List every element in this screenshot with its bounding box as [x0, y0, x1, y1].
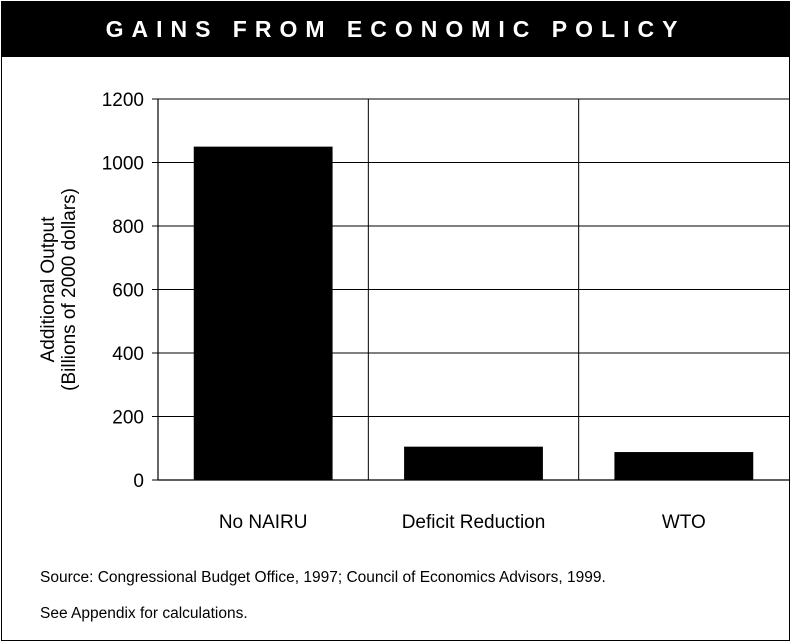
bar-wto: [614, 452, 754, 480]
y-axis-label: Additional Output(Billions of 2000 dolla…: [38, 188, 80, 391]
y-tick-label: 200: [112, 408, 144, 429]
y-tick-label: 600: [112, 281, 144, 302]
tick-labels: 0 200 400 600 800 1000 1200: [102, 90, 144, 492]
y-axis-label-line: Additional Output: [38, 216, 59, 362]
category-label: WTO: [662, 512, 706, 533]
y-tick-label: 800: [112, 217, 144, 238]
chart-title: GAINS FROM ECONOMIC POLICY: [2, 2, 789, 57]
y-tick-label: 400: [112, 344, 144, 365]
y-tick-label: 0: [133, 471, 144, 492]
bar-no-nairu: [193, 146, 333, 480]
bar-deficit-reduction: [404, 446, 543, 480]
category-labels: No NAIRU Deficit Reduction WTO: [219, 512, 706, 533]
y-axis-label-line: (Billions of 2000 dollars): [59, 188, 80, 391]
axes: [152, 98, 789, 481]
appendix-note: See Appendix for calculations.: [40, 605, 248, 622]
y-tick-label: 1200: [102, 90, 144, 111]
category-label: Deficit Reduction: [402, 512, 546, 533]
bars: [193, 146, 754, 480]
y-tick-label: 1000: [102, 154, 144, 175]
source-note: Source: Congressional Budget Office, 199…: [40, 569, 606, 586]
category-label: No NAIRU: [219, 512, 308, 533]
